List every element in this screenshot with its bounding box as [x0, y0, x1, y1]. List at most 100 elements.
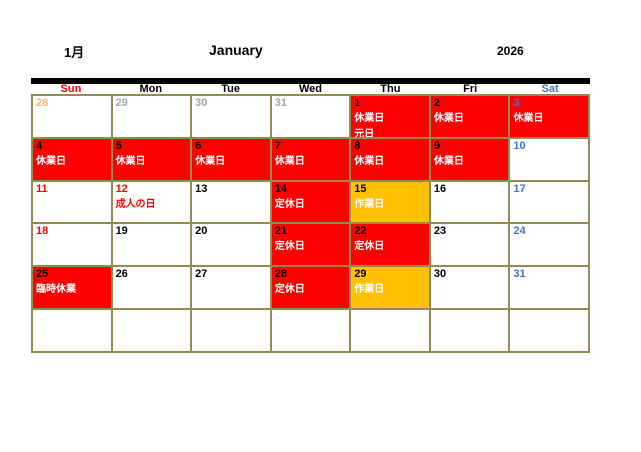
date-number: 26	[115, 268, 128, 281]
calendar-cell-day-19[interactable]: 19	[112, 224, 191, 266]
date-number: 28	[36, 97, 49, 109]
calendar-cell-day-2[interactable]: 2 休業日	[430, 96, 509, 137]
day-status-label: 休業日	[433, 113, 464, 124]
date-number: 15	[354, 182, 367, 195]
date-number: 14	[274, 182, 287, 195]
date-number: 25	[36, 268, 49, 281]
day-status-label: 定休日	[274, 241, 305, 253]
calendar-cell-day-28[interactable]: 28 定休日	[271, 267, 350, 309]
calendar-cell-day-28[interactable]: 28	[33, 96, 111, 137]
day-status-label: 休業日	[115, 155, 146, 167]
calendar-cell-day-31[interactable]: 31	[271, 96, 350, 137]
weekday-label-sat: Sat	[541, 83, 559, 95]
calendar-cell-day-20[interactable]: 20	[192, 224, 270, 266]
calendar-cell-day-30[interactable]: 30	[430, 267, 509, 309]
date-number: 16	[433, 182, 447, 195]
date-number: 1	[354, 97, 361, 109]
date-number: 20	[195, 225, 208, 238]
calendar-cell-empty[interactable]	[430, 310, 509, 351]
date-number: 5	[115, 139, 122, 152]
month-title-japanese: 1月	[64, 45, 85, 60]
weekday-label-mon: Mon	[139, 83, 163, 95]
date-number: 9	[433, 139, 440, 152]
day-status-label: 臨時休業	[36, 284, 76, 296]
day-status-label: 休業日	[195, 155, 226, 167]
weekday-header-row: Sun Mon Tue Wed Thu Fri Sat	[31, 84, 590, 96]
calendar-cell-day-15[interactable]: 15 作業日	[351, 181, 429, 223]
calendar-cell-day-16[interactable]: 16	[430, 181, 509, 223]
weekday-label-thu: Thu	[380, 83, 401, 95]
calendar-cell-day-12[interactable]: 12 成人の日	[112, 181, 191, 223]
date-number: 2	[433, 97, 440, 109]
calendar-cell-day-4[interactable]: 4 休業日	[33, 138, 111, 180]
calendar-cell-day-9[interactable]: 9 休業日	[430, 138, 509, 180]
date-number: 3	[513, 97, 520, 109]
calendar-cell-day-22[interactable]: 22 定休日	[351, 224, 429, 266]
date-number: 19	[115, 225, 128, 238]
calendar-cell-day-25[interactable]: 25 臨時休業	[33, 267, 111, 309]
date-number: 29	[115, 97, 128, 109]
date-number: 21	[274, 225, 287, 238]
date-number: 6	[195, 139, 202, 152]
date-number: 28	[274, 268, 287, 281]
date-number: 12	[115, 182, 128, 195]
calendar-cell-day-23[interactable]: 23	[430, 224, 509, 266]
calendar-cell-day-24[interactable]: 24	[510, 224, 588, 266]
day-status-label: 定休日	[274, 284, 305, 296]
calendar-cell-day-17[interactable]: 17	[510, 181, 588, 223]
weekday-label-sun: Sun	[60, 83, 82, 95]
calendar-cell-day-26[interactable]: 26	[112, 267, 191, 309]
calendar-cell-day-31[interactable]: 31	[510, 267, 588, 309]
date-number: 17	[513, 182, 526, 195]
weekday-label-wed: Wed	[298, 83, 322, 95]
calendar-cell-day-5[interactable]: 5 休業日	[112, 138, 191, 180]
calendar-cell-day-10[interactable]: 10	[510, 138, 588, 180]
date-number: 30	[195, 97, 208, 109]
date-number: 23	[433, 225, 447, 238]
calendar-cell-day-29[interactable]: 29	[112, 96, 191, 137]
day-status-label: 休業日	[513, 113, 544, 124]
weekday-label-fri: Fri	[463, 83, 478, 95]
day-status-label: 作業日	[354, 198, 385, 210]
calendar-cell-day-30[interactable]: 30	[192, 96, 270, 137]
day-status-label: 休業日	[274, 155, 305, 167]
date-number: 10	[513, 139, 526, 152]
calendar-cell-day-21[interactable]: 21 定休日	[271, 224, 350, 266]
calendar-grid: 28 29 30 31 1 休業日 元日 2 休業日 3 休業日 4 休業日 5 休業日 6 休業日 7 休業日 8 休…	[31, 94, 590, 353]
calendar-cell-day-6[interactable]: 6 休業日	[192, 138, 270, 180]
calendar-cell-day-1[interactable]: 1 休業日元日	[351, 96, 429, 137]
day-status-label: 元日	[354, 129, 375, 137]
date-number: 8	[354, 139, 361, 152]
day-status-label: 休業日	[36, 155, 66, 167]
calendar-cell-day-14[interactable]: 14 定休日	[271, 181, 350, 223]
date-number: 27	[195, 268, 208, 281]
header-divider-rule	[31, 78, 590, 84]
month-title-english: January	[209, 42, 263, 58]
calendar-cell-empty[interactable]	[271, 310, 350, 351]
calendar-cell-day-7[interactable]: 7 休業日	[271, 138, 350, 180]
date-number: 22	[354, 225, 367, 238]
calendar-cell-empty[interactable]	[192, 310, 270, 351]
weekday-label-tue: Tue	[221, 83, 240, 95]
calendar-cell-day-27[interactable]: 27	[192, 267, 270, 309]
calendar-cell-day-3[interactable]: 3 休業日	[510, 96, 588, 137]
calendar-cell-empty[interactable]	[510, 310, 588, 351]
day-status-label: 定休日	[274, 198, 305, 210]
year-title: 2026	[497, 44, 524, 58]
calendar-cell-day-11[interactable]: 11	[33, 181, 111, 223]
calendar-cell-day-13[interactable]: 13	[192, 181, 270, 223]
day-status-label: 休業日	[433, 155, 464, 167]
calendar-cell-day-29[interactable]: 29 作業日	[351, 267, 429, 309]
day-status-label: 成人の日	[115, 198, 156, 210]
date-number: 24	[513, 225, 526, 238]
day-status-label: 休業日	[354, 113, 385, 124]
calendar-cell-day-8[interactable]: 8 休業日	[351, 138, 429, 180]
calendar-cell-empty[interactable]	[33, 310, 111, 351]
calendar-cell-empty[interactable]	[112, 310, 191, 351]
day-status-label: 定休日	[354, 241, 385, 253]
date-number: 18	[36, 225, 49, 238]
day-status-label: 休業日	[354, 155, 385, 167]
calendar-cell-empty[interactable]	[351, 310, 429, 351]
calendar-cell-day-18[interactable]: 18	[33, 224, 111, 266]
date-number: 13	[195, 182, 208, 195]
